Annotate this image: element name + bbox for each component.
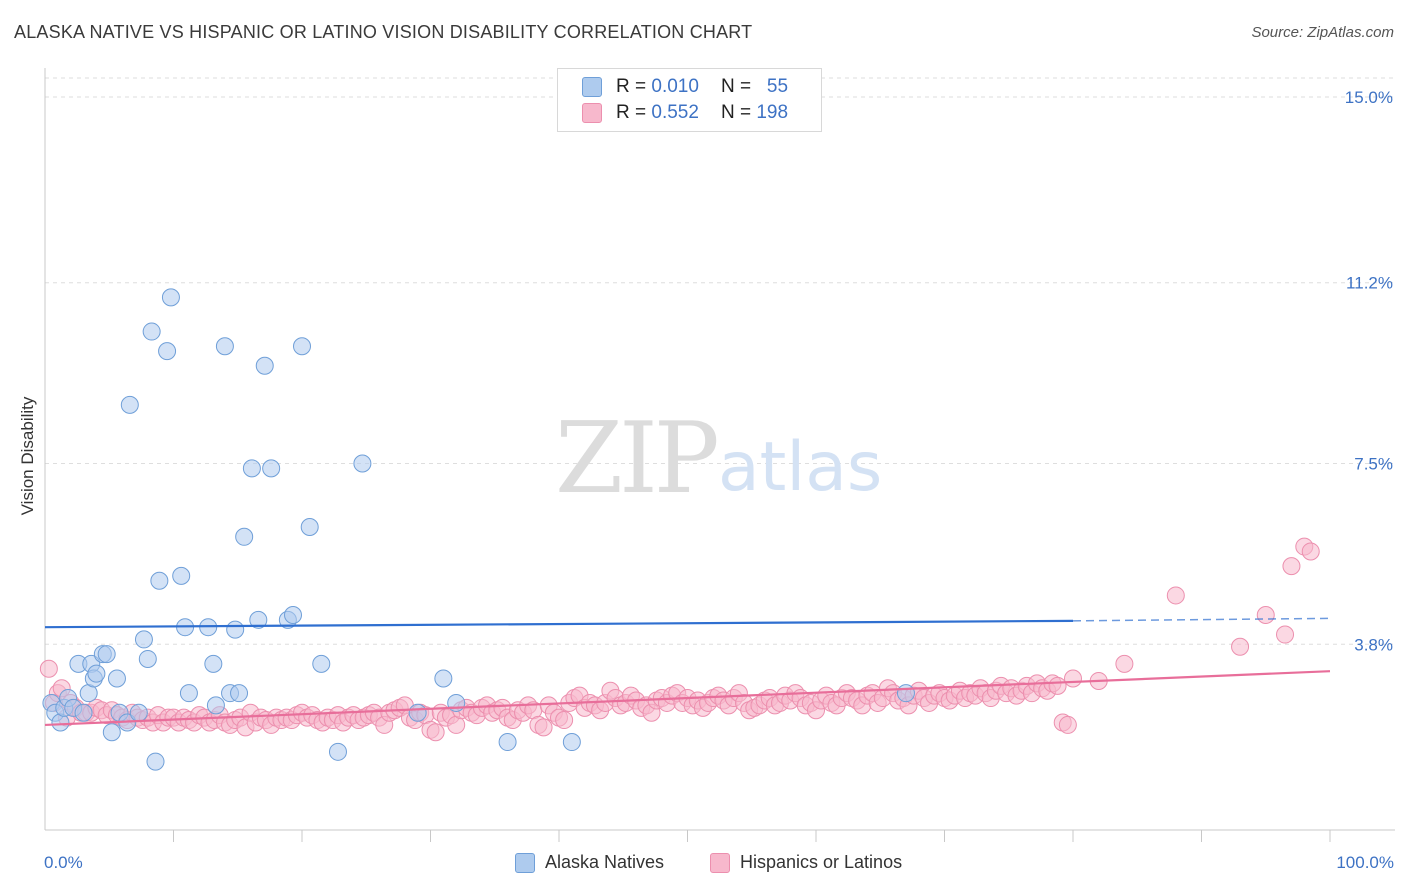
data-point (146, 752, 165, 771)
legend-r-value: 0.010 (651, 76, 699, 97)
data-point (1115, 654, 1134, 673)
source-label: Source: ZipAtlas.com (1251, 24, 1394, 41)
data-point (39, 659, 58, 678)
data-point (242, 459, 261, 478)
data-point (235, 527, 254, 546)
data-point (204, 654, 223, 673)
trendline-alaska-extension (1072, 617, 1331, 622)
data-point (312, 654, 331, 673)
legend-row-hispanic: R = 0.552 N = 198 (582, 101, 788, 125)
y-tick-label: 3.8% (1354, 635, 1393, 654)
data-point (1048, 676, 1067, 695)
data-point (1231, 637, 1250, 656)
data-point (262, 459, 281, 478)
data-point (255, 356, 274, 375)
series-hispanics-points (39, 537, 1320, 742)
data-point (498, 733, 517, 752)
series-alaska-points (42, 288, 915, 771)
data-point (150, 571, 169, 590)
data-point (97, 645, 116, 664)
data-point (1282, 557, 1301, 576)
data-point (158, 342, 177, 361)
y-tick-label: 11.2% (1346, 274, 1393, 293)
data-point (328, 742, 347, 761)
data-point (102, 723, 121, 742)
data-point (179, 684, 198, 703)
bottom-legend-label: Alaska Natives (545, 852, 665, 872)
legend-r-label: R = (616, 102, 647, 123)
data-point (896, 684, 915, 703)
legend-n-label: N = (720, 76, 752, 97)
data-point (284, 605, 303, 624)
data-point (353, 454, 372, 473)
data-point (1166, 586, 1185, 605)
x-tick-min: 0.0% (44, 853, 83, 872)
data-point (434, 669, 453, 688)
trendline-alaska (44, 619, 1074, 629)
trendlines (44, 617, 1331, 727)
data-point (1058, 715, 1077, 734)
watermark-zip: ZIP (555, 402, 717, 516)
legend-n-value: 198 (756, 102, 789, 123)
data-point (408, 703, 427, 722)
legend-r-value: 0.552 (651, 102, 699, 123)
bottom-legend-swatch-pink (710, 852, 730, 873)
data-point (230, 684, 249, 703)
data-point (129, 703, 148, 722)
data-point (161, 288, 180, 307)
data-point (562, 733, 581, 752)
data-point (138, 649, 157, 668)
data-point (206, 696, 225, 715)
data-point (1256, 605, 1275, 624)
watermark: ZIP atlas (555, 402, 882, 516)
y-tick-labels: 3.8% 7.5% 11.2% 15.0% (1345, 88, 1393, 654)
correlation-legend: R = 0.010 N = 55 R = 0.552 N = 198 (557, 68, 822, 132)
data-point (87, 664, 106, 683)
data-point (172, 566, 191, 585)
bottom-legend-swatch-blue (515, 852, 535, 873)
data-point (1064, 669, 1082, 688)
data-point (249, 610, 268, 629)
gridlines (45, 77, 1395, 645)
legend-n-label: N = (720, 102, 752, 123)
legend-n-value: 55 (766, 76, 789, 97)
bottom-legend-alaska: Alaska Natives (515, 852, 664, 873)
data-point (300, 518, 319, 537)
data-point (555, 711, 574, 730)
legend-swatch-blue (582, 77, 602, 97)
data-point (534, 718, 553, 737)
data-point (142, 322, 161, 341)
data-point (1276, 625, 1295, 644)
bottom-legend-hispanic: Hispanics or Latinos (710, 852, 902, 873)
bottom-legend-label: Hispanics or Latinos (740, 852, 903, 872)
data-point (107, 669, 126, 688)
legend-r-label: R = (616, 76, 647, 97)
y-tick-label: 7.5% (1354, 455, 1393, 474)
chart-title: ALASKA NATIVE VS HISPANIC OR LATINO VISI… (14, 22, 753, 42)
trendline-hispanic (44, 670, 1331, 727)
watermark-atlas: atlas (718, 428, 882, 507)
data-point (426, 723, 445, 742)
legend-row-alaska: R = 0.010 N = 55 (582, 75, 788, 99)
data-point (74, 703, 93, 722)
data-point (120, 395, 139, 414)
data-point (293, 337, 311, 356)
data-point (226, 620, 245, 639)
data-point (134, 630, 153, 649)
axes (44, 68, 1395, 842)
x-tick-max: 100.0% (1336, 853, 1394, 872)
data-point (215, 337, 234, 356)
legend-swatch-pink (582, 103, 602, 123)
data-point (1301, 542, 1320, 561)
y-tick-label: 15.0% (1345, 88, 1393, 107)
